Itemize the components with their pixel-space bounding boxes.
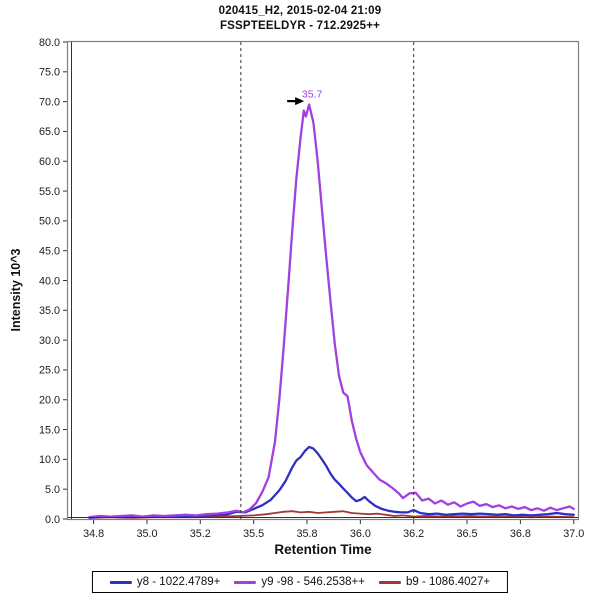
- peak-annotation: 35.7: [287, 89, 323, 106]
- y-tick-label: 25.0: [39, 365, 60, 377]
- x-tick-label: 36.0: [350, 528, 371, 540]
- x-tick-label: 35.5: [243, 528, 264, 540]
- x-tick-label: 35.8: [296, 528, 317, 540]
- y-tick-label: 0.0: [45, 514, 60, 526]
- x-axis-label: Retention Time: [274, 542, 372, 557]
- x-tick-label: 36.5: [457, 528, 478, 540]
- plot-border: [66, 40, 580, 521]
- y-tick-label: 5.0: [45, 484, 60, 496]
- legend-line-swatch-icon: [109, 580, 132, 584]
- y-tick-label: 55.0: [39, 186, 60, 198]
- legend-line-swatch-icon: [234, 580, 257, 584]
- y-tick-label: 20.0: [39, 395, 60, 407]
- legend-line-swatch-icon: [378, 580, 401, 584]
- legend-label: y9 -98 - 546.2538++: [261, 576, 365, 588]
- trace-y8: [88, 445, 575, 519]
- axis-ticks: 34.8 35.0 35.2 35.5 35.8 36.0 36.2 36.5 36.8 37.0…: [39, 37, 584, 540]
- legend-item: b9 - 1086.4027+: [378, 576, 491, 588]
- plot-frame: [66, 40, 580, 521]
- y-tick-label: 70.0: [39, 96, 60, 108]
- y-tick-label: 15.0: [39, 424, 60, 436]
- y-tick-label: 50.0: [39, 216, 60, 228]
- x-tick-label: 35.2: [190, 528, 211, 540]
- chromatogram-traces: [88, 103, 575, 519]
- y-tick-label: 80.0: [39, 37, 60, 49]
- y-tick-label: 30.0: [39, 335, 60, 347]
- chart-title: 020415_H2, 2015-02-04 21:09: [218, 5, 382, 17]
- integration-boundaries: [240, 42, 415, 519]
- legend-item: y8 - 1022.4789+: [109, 576, 221, 588]
- trace-b9: [88, 510, 575, 519]
- x-tick-label: 35.0: [136, 528, 157, 540]
- y-tick-label: 40.0: [39, 275, 60, 287]
- chart-subtitle: FSSPTEELDYR - 712.2925++: [219, 19, 381, 32]
- legend-label: b9 - 1086.4027+: [405, 576, 491, 588]
- y-tick-label: 35.0: [39, 305, 60, 317]
- legend-label: y8 - 1022.4789+: [136, 576, 221, 588]
- x-tick-label: 37.0: [563, 528, 584, 540]
- y-tick-label: 60.0: [39, 156, 60, 168]
- x-tick-label: 36.2: [403, 528, 424, 540]
- y-axis-label: Intensity 10^3: [9, 248, 23, 331]
- chart-header: 020415_H2, 2015-02-04 21:09 FSSPTEELDYR …: [0, 4, 600, 34]
- legend-item: y9 -98 - 546.2538++: [234, 576, 365, 588]
- legend: y8 - 1022.4789+ y9 -98 - 546.2538++ b9 - 1…: [91, 571, 509, 593]
- peak-arrow-icon: [295, 97, 305, 106]
- x-tick-label: 36.8: [510, 528, 531, 540]
- peak-rt-annotation: 35.7: [302, 89, 323, 101]
- x-tick-label: 34.8: [83, 528, 104, 540]
- y-tick-label: 75.0: [39, 67, 60, 79]
- y-tick-label: 10.0: [39, 454, 60, 466]
- y-tick-label: 45.0: [39, 245, 60, 257]
- trace-y9: [88, 103, 575, 519]
- plot-area[interactable]: [68, 42, 578, 519]
- y-tick-label: 65.0: [39, 126, 60, 138]
